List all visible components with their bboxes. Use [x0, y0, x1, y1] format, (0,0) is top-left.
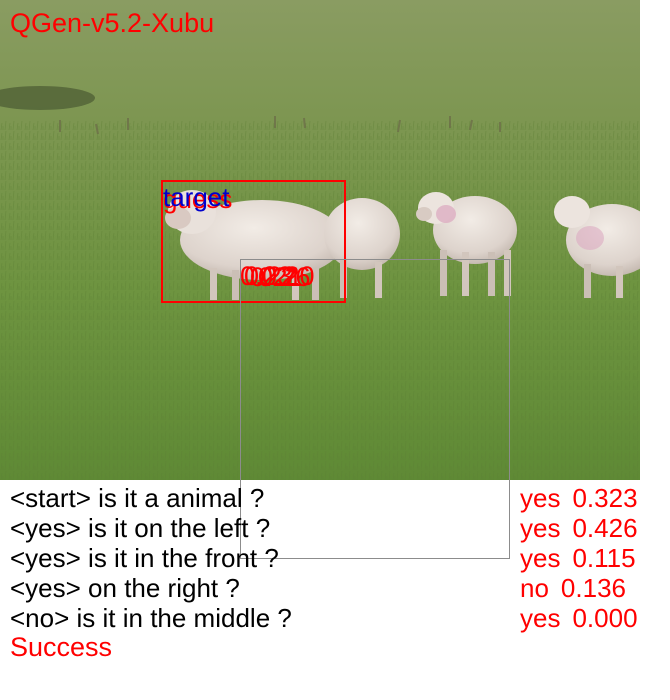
answer-prob: 0.115	[572, 543, 636, 573]
answer-prob: 0.000	[572, 603, 638, 633]
answer-text: no 0.136	[520, 573, 626, 603]
guess-label: guess	[163, 184, 233, 214]
answer-text: yes 0.000	[520, 603, 638, 633]
box-score: 0.23	[240, 261, 293, 291]
model-name: QGen-v5.2-Xubu	[10, 8, 215, 38]
question-text: <yes> is it in the front ?	[10, 543, 279, 573]
answer-prob: 0.323	[572, 483, 638, 513]
box-score: 0.22	[244, 261, 297, 291]
box-score: 0.26	[258, 262, 311, 292]
answer-prob: 0.136	[560, 573, 626, 603]
question-text: <yes> is it on the left ?	[10, 513, 271, 543]
sheep-1	[165, 190, 344, 300]
dialogue-turn: <yes> is it on the left ? yes 0.426	[10, 513, 660, 543]
answer-prob: 0.426	[572, 513, 638, 543]
dialogue-turn: <yes> on the right ? no 0.136	[10, 573, 660, 603]
game-result: Success	[10, 632, 113, 662]
target-label: target	[163, 182, 230, 212]
dialogue-turn: <no> is it in the middle ? yes 0.000	[10, 603, 660, 633]
proposal-bounding-box	[240, 259, 510, 559]
dialogue-turn: <start> is it a animal ? yes 0.323	[10, 483, 660, 513]
scene-photo: QGen-v5.2-Xubu guess target 0.23 0.26 0.…	[0, 0, 640, 480]
guess-bounding-box	[161, 180, 346, 303]
question-text: <no> is it in the middle ?	[10, 603, 292, 633]
answer-text: yes 0.323	[520, 483, 638, 513]
question-text: <start> is it a animal ?	[10, 483, 265, 513]
answer-text: yes 0.115	[520, 543, 636, 573]
sheep-field-illustration	[0, 0, 640, 480]
box-score: 0.20	[262, 261, 315, 291]
sheep-3	[416, 192, 517, 296]
question-text: <yes> on the right ?	[10, 573, 240, 603]
sheep-4	[554, 196, 640, 298]
answer-text: yes 0.426	[520, 513, 638, 543]
dialogue-turn: <yes> is it in the front ? yes 0.115	[10, 543, 660, 573]
sheep-2	[324, 198, 400, 298]
box-score: 0.21	[250, 262, 303, 292]
